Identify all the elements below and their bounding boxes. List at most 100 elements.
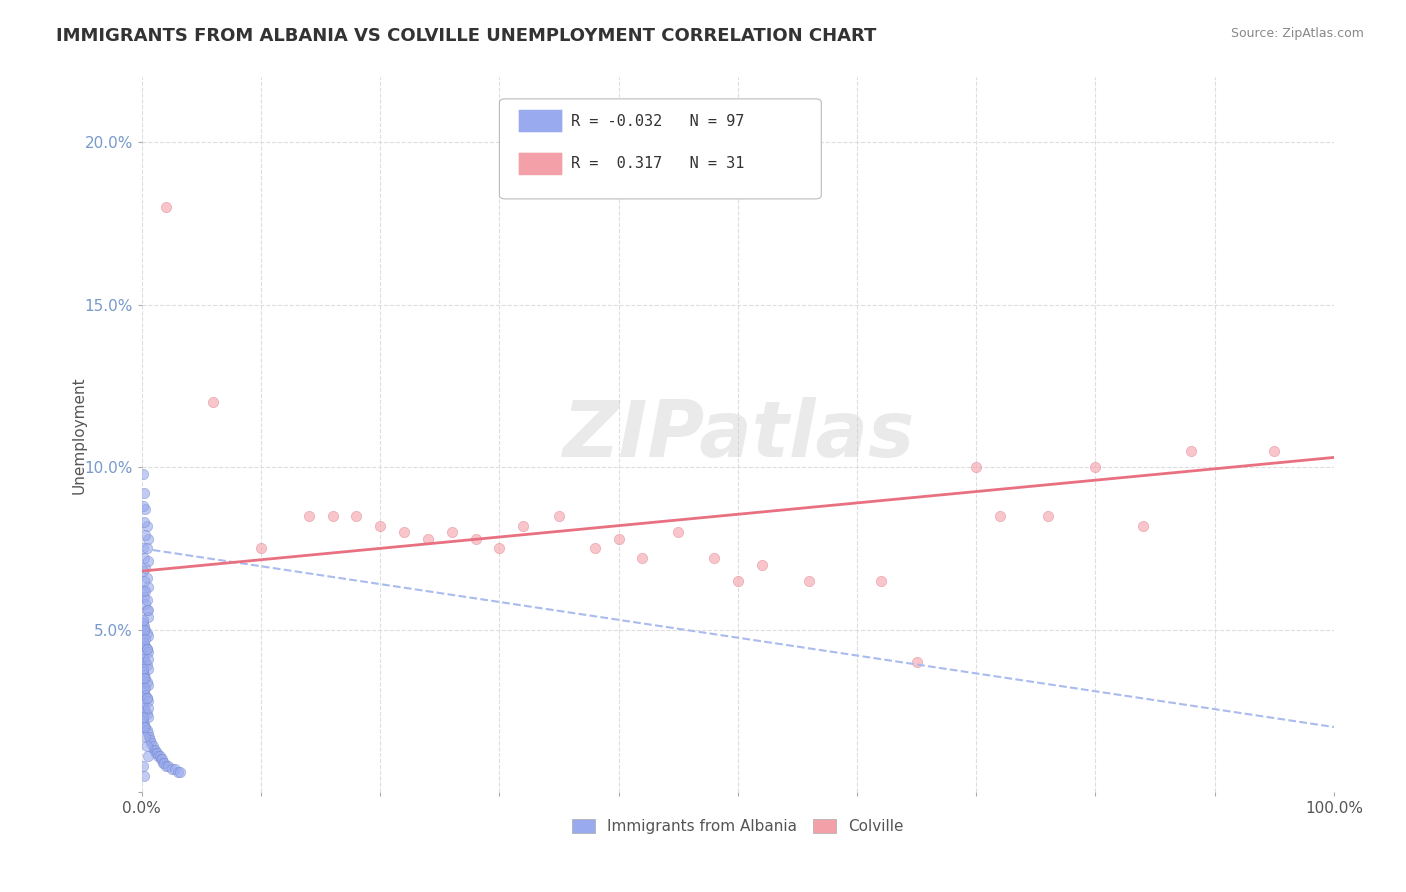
Point — [134, 623, 156, 637]
Point — [134, 681, 156, 695]
Point — [132, 632, 155, 647]
Point — [134, 720, 156, 734]
Point — [139, 733, 162, 747]
Point — [157, 759, 180, 773]
Point — [134, 486, 156, 500]
Point — [134, 561, 156, 575]
Point — [727, 574, 749, 588]
Point — [132, 564, 155, 578]
Point — [134, 716, 156, 731]
Point — [136, 645, 159, 659]
Point — [155, 759, 177, 773]
Point — [751, 558, 773, 572]
Point — [135, 518, 157, 533]
Point — [368, 518, 391, 533]
Point — [166, 765, 188, 780]
Point — [134, 720, 156, 734]
Point — [134, 502, 156, 516]
Point — [799, 574, 821, 588]
Point — [143, 743, 166, 757]
Point — [149, 749, 172, 764]
Point — [134, 655, 156, 669]
Point — [666, 525, 689, 540]
Point — [298, 508, 321, 523]
Point — [146, 746, 169, 760]
Point — [136, 554, 159, 568]
Point — [440, 525, 463, 540]
Point — [703, 551, 725, 566]
Point — [134, 619, 156, 633]
Point — [134, 730, 156, 744]
Point — [344, 508, 367, 523]
Point — [153, 756, 176, 770]
FancyBboxPatch shape — [519, 153, 562, 176]
Point — [141, 736, 163, 750]
Point — [135, 658, 157, 673]
Point — [134, 528, 156, 542]
Point — [142, 743, 165, 757]
Point — [136, 661, 159, 675]
Point — [135, 593, 157, 607]
Point — [136, 749, 159, 764]
Legend: Immigrants from Albania, Colville: Immigrants from Albania, Colville — [572, 819, 904, 834]
Point — [132, 648, 155, 663]
Point — [607, 532, 630, 546]
Point — [134, 583, 156, 598]
Point — [138, 730, 160, 744]
Text: R =  0.317   N = 31: R = 0.317 N = 31 — [571, 156, 744, 171]
Point — [134, 551, 156, 566]
Point — [136, 580, 159, 594]
Point — [135, 706, 157, 721]
Point — [132, 665, 155, 679]
Point — [132, 759, 155, 773]
Point — [165, 762, 187, 776]
Point — [136, 726, 159, 740]
Point — [1036, 508, 1059, 523]
Point — [136, 652, 159, 666]
Point — [135, 690, 157, 705]
Point — [132, 710, 155, 724]
Point — [152, 756, 174, 770]
Point — [150, 752, 173, 766]
Point — [134, 639, 156, 653]
Point — [965, 460, 987, 475]
Point — [136, 700, 159, 714]
Point — [136, 694, 159, 708]
Point — [134, 516, 156, 530]
Text: R = -0.032   N = 97: R = -0.032 N = 97 — [571, 113, 744, 128]
Point — [134, 623, 156, 637]
Point — [1263, 444, 1285, 458]
Point — [132, 661, 155, 675]
Point — [135, 690, 157, 705]
Point — [132, 541, 155, 556]
Point — [134, 597, 156, 611]
Point — [132, 698, 155, 712]
Point — [905, 655, 928, 669]
Point — [135, 541, 157, 556]
Point — [136, 603, 159, 617]
Point — [135, 674, 157, 689]
Point — [134, 574, 156, 588]
Point — [148, 749, 170, 764]
Point — [202, 395, 225, 409]
FancyBboxPatch shape — [519, 110, 562, 132]
Point — [134, 704, 156, 718]
FancyBboxPatch shape — [499, 99, 821, 199]
Point — [322, 508, 344, 523]
Point — [136, 629, 159, 643]
Point — [136, 532, 159, 546]
Point — [392, 525, 415, 540]
Point — [631, 551, 654, 566]
Point — [134, 700, 156, 714]
Point — [169, 765, 191, 780]
Point — [149, 752, 172, 766]
Point — [134, 671, 156, 685]
Point — [135, 625, 157, 640]
Point — [135, 642, 157, 657]
Point — [132, 499, 155, 513]
Point — [512, 518, 534, 533]
Point — [134, 635, 156, 649]
Y-axis label: Unemployment: Unemployment — [72, 376, 86, 493]
Point — [136, 710, 159, 724]
Point — [134, 652, 156, 666]
